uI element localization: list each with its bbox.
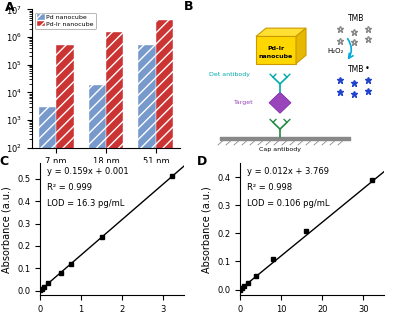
Bar <box>156 20 173 314</box>
Text: A: A <box>5 1 15 14</box>
Bar <box>39 107 56 314</box>
Bar <box>106 32 124 314</box>
Y-axis label: Absorbance (a.u.): Absorbance (a.u.) <box>202 186 212 273</box>
Legend: Pd nanocube, Pd-Ir nanocube: Pd nanocube, Pd-Ir nanocube <box>35 13 96 29</box>
Text: Det antibody: Det antibody <box>209 72 250 77</box>
Text: H₂O₂: H₂O₂ <box>328 48 344 55</box>
Text: C: C <box>0 155 9 168</box>
Bar <box>88 85 106 314</box>
Text: y = 0.159x + 0.001: y = 0.159x + 0.001 <box>47 167 129 176</box>
Text: R² = 0.998: R² = 0.998 <box>247 183 292 192</box>
Text: TMB: TMB <box>348 65 364 74</box>
Text: Target: Target <box>234 100 254 105</box>
Text: •: • <box>364 64 370 73</box>
Text: LOD = 0.106 pg/mL: LOD = 0.106 pg/mL <box>247 199 330 208</box>
FancyArrowPatch shape <box>348 39 353 58</box>
Polygon shape <box>269 92 291 113</box>
Polygon shape <box>256 28 306 36</box>
Text: B: B <box>184 0 194 13</box>
Bar <box>138 45 156 314</box>
Text: y = 0.012x + 3.769: y = 0.012x + 3.769 <box>247 167 329 176</box>
FancyBboxPatch shape <box>256 36 296 63</box>
Y-axis label: Absorbance (a.u.): Absorbance (a.u.) <box>2 186 12 273</box>
Text: Pd-Ir: Pd-Ir <box>268 46 284 51</box>
Bar <box>56 45 74 314</box>
Text: nanocube: nanocube <box>259 54 293 59</box>
Text: D: D <box>197 155 207 168</box>
Text: LOD = 16.3 pg/mL: LOD = 16.3 pg/mL <box>47 199 124 208</box>
Text: R² = 0.999: R² = 0.999 <box>47 183 92 192</box>
Text: TMB: TMB <box>348 14 364 23</box>
Polygon shape <box>296 28 306 63</box>
Text: Cap antibody: Cap antibody <box>259 147 301 152</box>
